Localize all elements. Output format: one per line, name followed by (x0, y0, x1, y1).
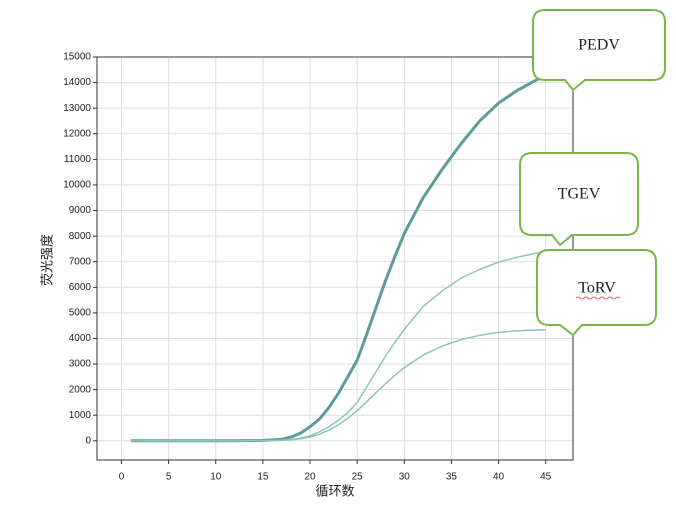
x-tick-label: 20 (304, 472, 316, 483)
y-tick-label: 7000 (69, 256, 92, 267)
spellcheck-underline (575, 296, 621, 300)
x-tick-label: 15 (257, 472, 269, 483)
y-tick-label: 14000 (63, 77, 91, 88)
y-tick-label: 6000 (69, 282, 92, 293)
x-tick-label: 35 (446, 472, 458, 483)
y-tick-label: 0 (85, 435, 91, 446)
y-tick-label: 12000 (63, 128, 91, 139)
x-tick-label: 5 (166, 472, 172, 483)
x-tick-label: 0 (119, 472, 125, 483)
callout-bubble (536, 249, 657, 337)
y-tick-label: 4000 (69, 333, 92, 344)
y-tick-label: 11000 (64, 154, 92, 165)
y-tick-label: 8000 (69, 231, 92, 242)
x-tick-label: 45 (540, 472, 552, 483)
callout-label: ToRV (578, 280, 616, 297)
y-tick-label: 13000 (63, 103, 91, 114)
x-axis-title: 循环数 (315, 483, 354, 498)
series-line (130, 74, 547, 443)
y-tick-label: 1000 (69, 410, 92, 421)
x-tick-label: 40 (493, 472, 505, 483)
y-tick-label: 9000 (69, 205, 92, 216)
y-tick-label: 10000 (63, 180, 91, 191)
y-axis-title: 荧光强度 (39, 234, 54, 286)
callout-label: TGEV (558, 186, 601, 203)
series-line (130, 251, 546, 442)
callout-label: PEDV (578, 37, 620, 54)
y-tick-label: 3000 (69, 359, 92, 370)
y-tick-label: 2000 (69, 384, 92, 395)
x-tick-label: 25 (352, 472, 364, 483)
y-tick-label: 5000 (69, 308, 92, 319)
lines (130, 74, 547, 443)
callout-bubble (532, 9, 666, 92)
series-line (130, 329, 546, 442)
callout-bubble (519, 152, 639, 247)
callout: TGEV (519, 152, 639, 247)
callout: ToRV (536, 249, 657, 337)
callout: PEDV (532, 9, 666, 92)
x-tick-label: 10 (210, 472, 222, 483)
x-tick-label: 30 (399, 472, 411, 483)
y-tick-label: 15000 (63, 52, 91, 63)
